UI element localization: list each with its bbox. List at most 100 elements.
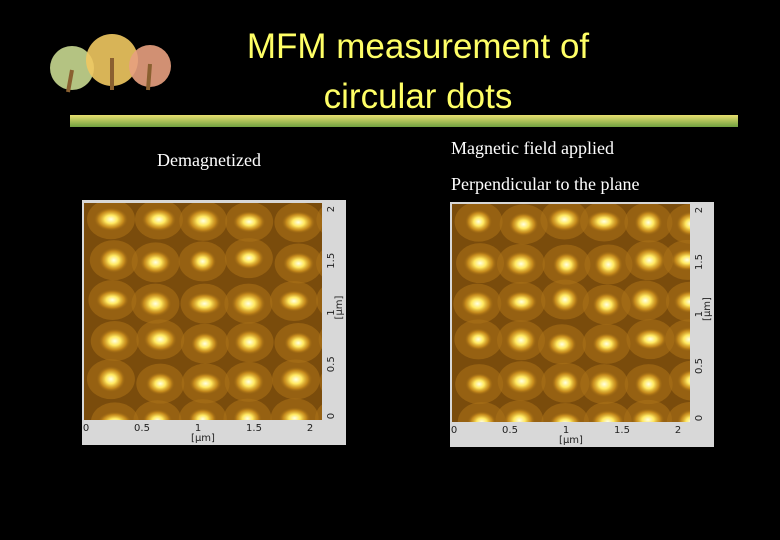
dot — [98, 246, 130, 274]
dot — [552, 251, 581, 278]
x-tick-label: 1 — [563, 425, 569, 436]
dot — [277, 289, 311, 313]
dot — [586, 210, 623, 233]
dot — [283, 331, 314, 355]
dot — [188, 249, 217, 274]
dot — [143, 326, 178, 353]
dot — [464, 328, 493, 351]
x-tick-label: 2 — [307, 423, 313, 434]
y-tick-label: 2 — [326, 206, 337, 212]
x-tick-label: 1.5 — [614, 425, 630, 436]
dot — [232, 368, 265, 396]
dot — [503, 407, 536, 422]
x-tick-label: 2 — [675, 425, 681, 436]
dot — [282, 251, 315, 276]
dot — [547, 207, 582, 232]
dot — [673, 289, 690, 314]
dot — [504, 250, 538, 277]
dot — [675, 211, 690, 237]
x-tick-label: 1.5 — [246, 423, 262, 434]
dot — [278, 406, 312, 420]
caption: Magnetic field applied — [451, 138, 614, 158]
y-unit: [µm] — [334, 295, 345, 319]
dot — [590, 409, 625, 422]
dot — [188, 407, 218, 420]
title-line: MFM measurement of — [247, 27, 590, 66]
dot — [185, 207, 222, 235]
dot — [550, 286, 580, 313]
dot — [504, 290, 538, 313]
dot — [97, 411, 133, 420]
y-tick-label: 1.5 — [326, 253, 337, 269]
dot — [98, 328, 132, 354]
dot — [633, 209, 663, 236]
y-tick-label: 1 — [694, 311, 705, 317]
dot — [504, 326, 538, 355]
dot — [188, 372, 223, 395]
caption: Demagnetized — [157, 150, 261, 170]
dot — [233, 329, 266, 356]
dot — [145, 371, 176, 396]
dot — [504, 367, 539, 395]
dot — [670, 248, 690, 272]
dot — [592, 291, 622, 318]
y-tick-label: 1.5 — [694, 254, 705, 270]
title-line: circular dots — [324, 77, 513, 116]
halo — [316, 250, 322, 277]
mfm-image — [452, 204, 690, 422]
y-tick-label: 2 — [694, 207, 705, 213]
halo — [316, 287, 322, 314]
y-tick-label: 0.5 — [326, 356, 337, 372]
dot — [546, 332, 578, 357]
dot — [141, 207, 177, 232]
dot — [190, 331, 220, 356]
dot — [466, 410, 497, 422]
dot — [232, 210, 266, 233]
mfm-image — [84, 203, 322, 420]
dot — [676, 408, 690, 422]
x-tick-label: 0.5 — [134, 423, 150, 434]
dot — [278, 366, 313, 393]
x-tick-label: 0 — [83, 423, 89, 434]
dot — [232, 406, 263, 420]
dot — [551, 369, 580, 396]
x-unit: [µm] — [191, 433, 215, 444]
x-unit: [µm] — [559, 435, 583, 446]
dot — [587, 370, 621, 398]
x-tick-label: 1 — [195, 423, 201, 434]
x-tick-label: 0 — [451, 425, 457, 436]
halo — [319, 373, 322, 391]
dot — [230, 289, 267, 318]
dot — [460, 290, 495, 317]
dot — [186, 292, 223, 315]
y-tick-label: 0 — [694, 415, 705, 421]
dot — [139, 249, 172, 275]
dot — [633, 328, 668, 351]
dot — [508, 212, 539, 237]
divider — [70, 115, 738, 127]
dot — [632, 246, 666, 274]
y-tick-label: 0.5 — [694, 358, 705, 374]
logo — [50, 34, 171, 93]
halo — [318, 329, 322, 350]
dot — [634, 371, 664, 398]
halo — [316, 207, 322, 233]
dot — [93, 207, 129, 232]
dot — [464, 209, 493, 235]
dot — [95, 288, 130, 312]
caption: Perpendicular to the plane — [451, 174, 639, 194]
dot — [462, 250, 498, 277]
dot — [233, 246, 265, 270]
dot — [142, 409, 173, 420]
dot — [280, 210, 316, 234]
halo — [315, 404, 322, 420]
x-tick-label: 0.5 — [502, 425, 518, 436]
dot — [629, 286, 661, 314]
y-tick-label: 0 — [326, 413, 337, 419]
dot — [591, 332, 622, 356]
dot — [138, 290, 173, 318]
dot — [630, 408, 666, 422]
dot — [593, 250, 624, 279]
dot — [95, 365, 126, 393]
